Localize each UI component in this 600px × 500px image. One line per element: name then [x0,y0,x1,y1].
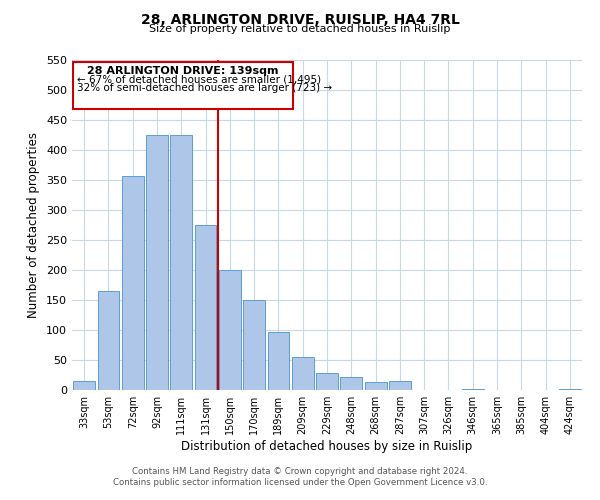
Bar [268,332,289,390]
Y-axis label: Number of detached properties: Number of detached properties [28,132,40,318]
Bar [340,377,362,390]
Bar [462,389,484,390]
Text: 28, ARLINGTON DRIVE, RUISLIP, HA4 7RL: 28, ARLINGTON DRIVE, RUISLIP, HA4 7RL [140,12,460,26]
Bar [194,225,217,390]
Bar [316,373,338,390]
Bar [292,357,314,390]
Text: Contains public sector information licensed under the Open Government Licence v3: Contains public sector information licen… [113,478,487,487]
X-axis label: Distribution of detached houses by size in Ruislip: Distribution of detached houses by size … [181,440,473,453]
Bar [170,135,192,390]
Text: 32% of semi-detached houses are larger (723) →: 32% of semi-detached houses are larger (… [77,84,332,94]
Text: 28 ARLINGTON DRIVE: 139sqm: 28 ARLINGTON DRIVE: 139sqm [88,66,279,76]
Bar [146,135,168,390]
Bar [73,62,293,109]
Bar [219,270,241,390]
Bar [97,291,119,390]
Bar [73,381,95,390]
Text: ← 67% of detached houses are smaller (1,495): ← 67% of detached houses are smaller (1,… [77,75,321,85]
Bar [365,382,386,390]
Text: Size of property relative to detached houses in Ruislip: Size of property relative to detached ho… [149,24,451,34]
Text: Contains HM Land Registry data © Crown copyright and database right 2024.: Contains HM Land Registry data © Crown c… [132,467,468,476]
Bar [559,389,581,390]
Bar [122,176,143,390]
Bar [389,381,411,390]
Bar [243,300,265,390]
